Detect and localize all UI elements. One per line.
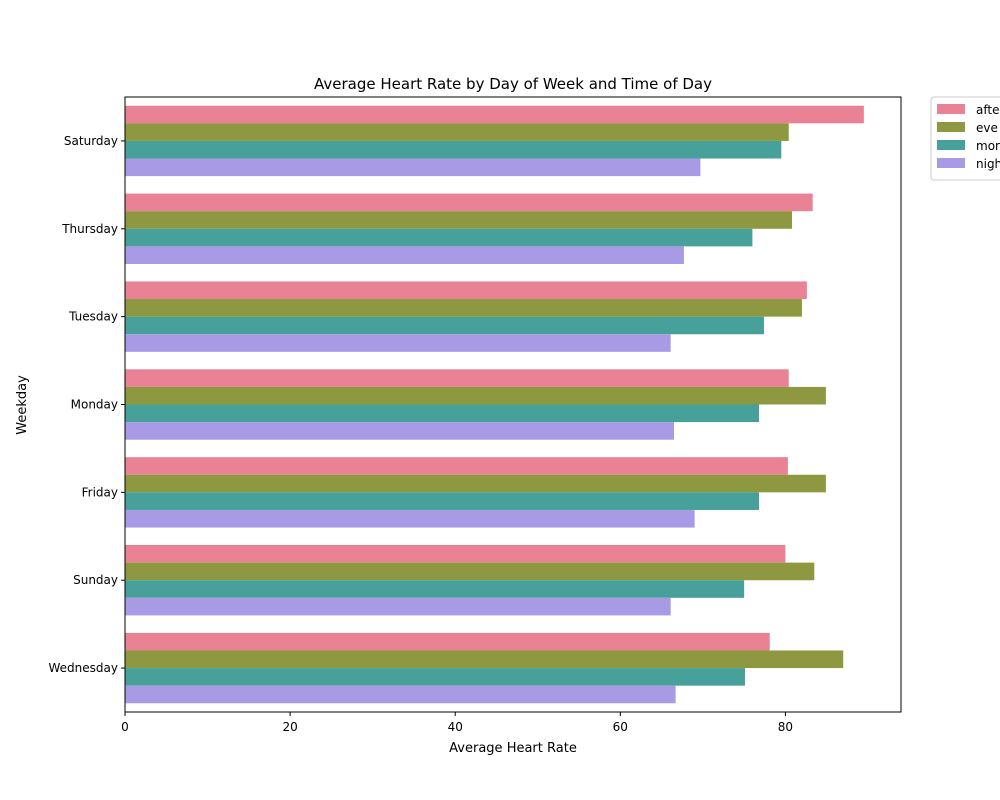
x-axis-label: Average Heart Rate bbox=[449, 741, 577, 756]
bar-friday-nigh bbox=[125, 509, 695, 528]
chart-title: Average Heart Rate by Day of Week and Ti… bbox=[314, 75, 712, 93]
plot-frame bbox=[124, 96, 902, 713]
bar-monday-nigh bbox=[125, 422, 674, 440]
y-axis-label: Weekday bbox=[15, 375, 30, 435]
x-tick-label: 80 bbox=[778, 720, 793, 734]
x-tick-label: 20 bbox=[282, 720, 297, 734]
y-tick-label: Saturday bbox=[64, 134, 118, 148]
legend: afte eve mor nigh bbox=[930, 96, 1000, 181]
legend-label-nigh: nigh bbox=[976, 157, 1000, 171]
bar-saturday-nigh bbox=[125, 158, 701, 177]
bars-group bbox=[125, 105, 864, 704]
bar-tuesday-mor bbox=[125, 316, 764, 335]
bar-friday-eve bbox=[125, 474, 826, 493]
bar-sunday-afte bbox=[125, 545, 786, 563]
bar-thursday-mor bbox=[125, 228, 753, 247]
bar-sunday-eve bbox=[125, 562, 815, 581]
legend-label-afte: afte bbox=[976, 103, 999, 117]
legend-swatch-nigh bbox=[937, 158, 965, 168]
bar-tuesday-eve bbox=[125, 299, 802, 317]
y-tick-label: Monday bbox=[71, 398, 118, 412]
x-axis-ticks: 0 20 40 60 80 bbox=[121, 712, 793, 734]
y-tick-label: Thursday bbox=[61, 222, 118, 236]
bar-friday-afte bbox=[125, 457, 788, 475]
bar-saturday-eve bbox=[125, 123, 789, 141]
legend-swatch-eve bbox=[937, 122, 965, 132]
bar-saturday-mor bbox=[125, 140, 782, 159]
bar-sunday-nigh bbox=[125, 597, 671, 616]
legend-label-eve: eve bbox=[976, 121, 998, 135]
legend-swatch-afte bbox=[937, 104, 965, 114]
x-tick-label: 0 bbox=[121, 720, 129, 734]
bar-monday-eve bbox=[125, 386, 826, 405]
bar-monday-mor bbox=[125, 404, 760, 423]
legend-swatch-mor bbox=[937, 140, 965, 150]
y-tick-label: Friday bbox=[82, 485, 118, 499]
bar-monday-afte bbox=[125, 369, 789, 387]
bar-wednesday-afte bbox=[125, 632, 770, 651]
bar-thursday-nigh bbox=[125, 246, 684, 264]
bar-wednesday-mor bbox=[125, 668, 745, 686]
y-tick-label: Tuesday bbox=[68, 310, 118, 324]
bar-thursday-afte bbox=[125, 193, 813, 212]
legend-label-mor: mor bbox=[976, 139, 1000, 153]
bar-friday-mor bbox=[125, 492, 760, 510]
bar-wednesday-eve bbox=[125, 650, 844, 669]
bar-sunday-mor bbox=[125, 580, 745, 598]
bar-tuesday-afte bbox=[125, 281, 807, 300]
x-tick-label: 40 bbox=[448, 720, 463, 734]
bar-wednesday-nigh bbox=[125, 685, 676, 704]
bar-tuesday-nigh bbox=[125, 334, 671, 352]
y-tick-label: Sunday bbox=[73, 573, 118, 587]
x-tick-label: 60 bbox=[613, 720, 628, 734]
y-tick-label: Wednesday bbox=[49, 661, 118, 675]
bar-thursday-eve bbox=[125, 211, 793, 229]
y-axis-ticks: Saturday Thursday Tuesday Monday Friday Sunda… bbox=[49, 134, 125, 675]
bar-saturday-afte bbox=[125, 105, 864, 124]
